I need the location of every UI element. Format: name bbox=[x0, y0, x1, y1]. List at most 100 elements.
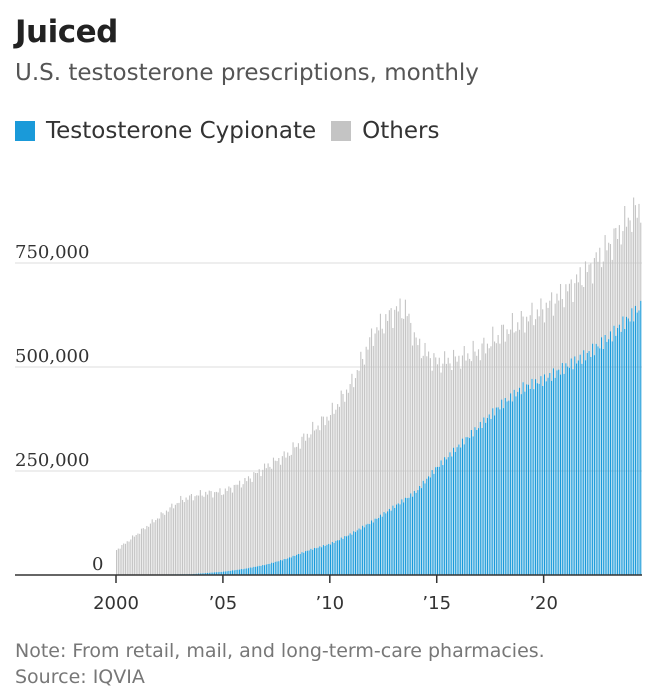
y-tick-label: 250,000 bbox=[15, 450, 89, 471]
bar-others bbox=[613, 228, 615, 326]
bar-cypionate bbox=[354, 532, 357, 575]
bar-others bbox=[292, 442, 294, 556]
bar-others bbox=[280, 464, 282, 561]
bar-others bbox=[479, 360, 481, 422]
bar-cypionate bbox=[613, 325, 615, 575]
bar-cypionate bbox=[205, 573, 207, 575]
bar-others bbox=[358, 370, 360, 529]
bar-others bbox=[215, 491, 217, 573]
bar-others bbox=[424, 342, 426, 484]
chart-area: 0 250,000 500,000 750,000 2000 ’05 ’10 ’15 ’20 bbox=[15, 197, 642, 614]
bar-cypionate bbox=[346, 536, 348, 575]
bar-others bbox=[281, 456, 283, 561]
bar-others bbox=[584, 261, 587, 361]
bar-cypionate bbox=[445, 459, 447, 575]
bar-cypionate bbox=[378, 517, 380, 575]
bar-others bbox=[176, 503, 178, 575]
bar-others bbox=[206, 494, 209, 573]
bar-cypionate bbox=[586, 352, 588, 575]
bar-others bbox=[481, 343, 483, 428]
bar-cypionate bbox=[231, 570, 234, 575]
bar-others bbox=[577, 282, 579, 361]
bar-others bbox=[470, 361, 472, 431]
bar-others bbox=[615, 227, 617, 336]
bar-cypionate bbox=[214, 572, 216, 575]
bar-others bbox=[549, 300, 551, 373]
bar-others bbox=[633, 197, 635, 322]
bar-cypionate bbox=[488, 414, 490, 575]
bar-others bbox=[497, 335, 499, 408]
bar-others bbox=[625, 226, 628, 317]
bar-others bbox=[301, 436, 303, 553]
bar-others bbox=[395, 306, 398, 505]
bar-others bbox=[460, 368, 462, 448]
bar-others bbox=[242, 484, 244, 570]
bar-cypionate bbox=[305, 551, 307, 575]
bar-cypionate bbox=[513, 389, 515, 575]
bar-others bbox=[294, 447, 296, 556]
bar-cypionate bbox=[526, 384, 528, 575]
bar-cypionate bbox=[577, 360, 579, 575]
x-tick-label: ’10 bbox=[316, 593, 345, 614]
bar-cypionate bbox=[444, 457, 446, 575]
bar-others bbox=[342, 393, 344, 539]
bar-others bbox=[233, 484, 235, 571]
bar-others bbox=[271, 468, 273, 563]
bar-others bbox=[369, 337, 371, 525]
bar-cypionate bbox=[319, 546, 321, 575]
bar-cypionate bbox=[588, 351, 590, 575]
bar-cypionate bbox=[269, 563, 271, 575]
bar-cypionate bbox=[219, 571, 221, 575]
bar-others bbox=[634, 205, 636, 306]
bar-cypionate bbox=[326, 544, 328, 575]
bar-cypionate bbox=[244, 568, 246, 575]
bar-others bbox=[263, 463, 266, 566]
bar-cypionate bbox=[420, 488, 423, 575]
bar-others bbox=[622, 231, 624, 317]
bar-cypionate bbox=[221, 571, 223, 575]
bar-others bbox=[165, 510, 168, 575]
legend-item-cypionate: Testosterone Cypionate bbox=[15, 118, 316, 144]
bar-cypionate bbox=[474, 427, 476, 575]
bar-cypionate bbox=[328, 543, 330, 575]
bar-cypionate bbox=[201, 573, 203, 575]
bar-cypionate bbox=[481, 427, 483, 575]
bar-others bbox=[620, 244, 622, 332]
bar-cypionate bbox=[522, 382, 524, 575]
bar-cypionate bbox=[360, 529, 362, 575]
bar-others bbox=[565, 284, 567, 364]
bar-others bbox=[426, 356, 428, 479]
bar-cypionate bbox=[467, 437, 469, 575]
bar-cypionate bbox=[296, 554, 298, 575]
bar-others bbox=[338, 406, 340, 541]
bar-others bbox=[618, 225, 620, 325]
bar-cypionate bbox=[576, 363, 578, 575]
bar-cypionate bbox=[440, 460, 442, 575]
bar-cypionate bbox=[470, 430, 472, 575]
bar-others bbox=[388, 310, 390, 509]
bar-cypionate bbox=[583, 350, 585, 575]
bar-others bbox=[588, 264, 590, 352]
bar-others bbox=[306, 433, 308, 551]
bar-others bbox=[340, 390, 342, 538]
bar-others bbox=[326, 416, 328, 545]
bar-others bbox=[244, 477, 246, 569]
bar-others bbox=[194, 496, 196, 574]
bar-cypionate bbox=[342, 538, 344, 575]
bar-cypionate bbox=[485, 422, 487, 575]
bar-others bbox=[288, 455, 291, 558]
bar-others bbox=[392, 327, 394, 506]
bar-others bbox=[219, 488, 221, 572]
bar-others bbox=[444, 351, 446, 458]
bar-others bbox=[447, 357, 449, 458]
bar-others bbox=[413, 332, 415, 491]
bar-cypionate bbox=[394, 507, 396, 575]
bar-cypionate bbox=[408, 497, 410, 575]
bar-cypionate bbox=[312, 549, 314, 575]
bar-cypionate bbox=[631, 308, 633, 575]
bar-others bbox=[590, 263, 592, 357]
bar-others bbox=[490, 346, 492, 419]
bar-cypionate bbox=[617, 327, 619, 575]
bar-others bbox=[135, 534, 137, 575]
bar-others bbox=[158, 518, 160, 575]
